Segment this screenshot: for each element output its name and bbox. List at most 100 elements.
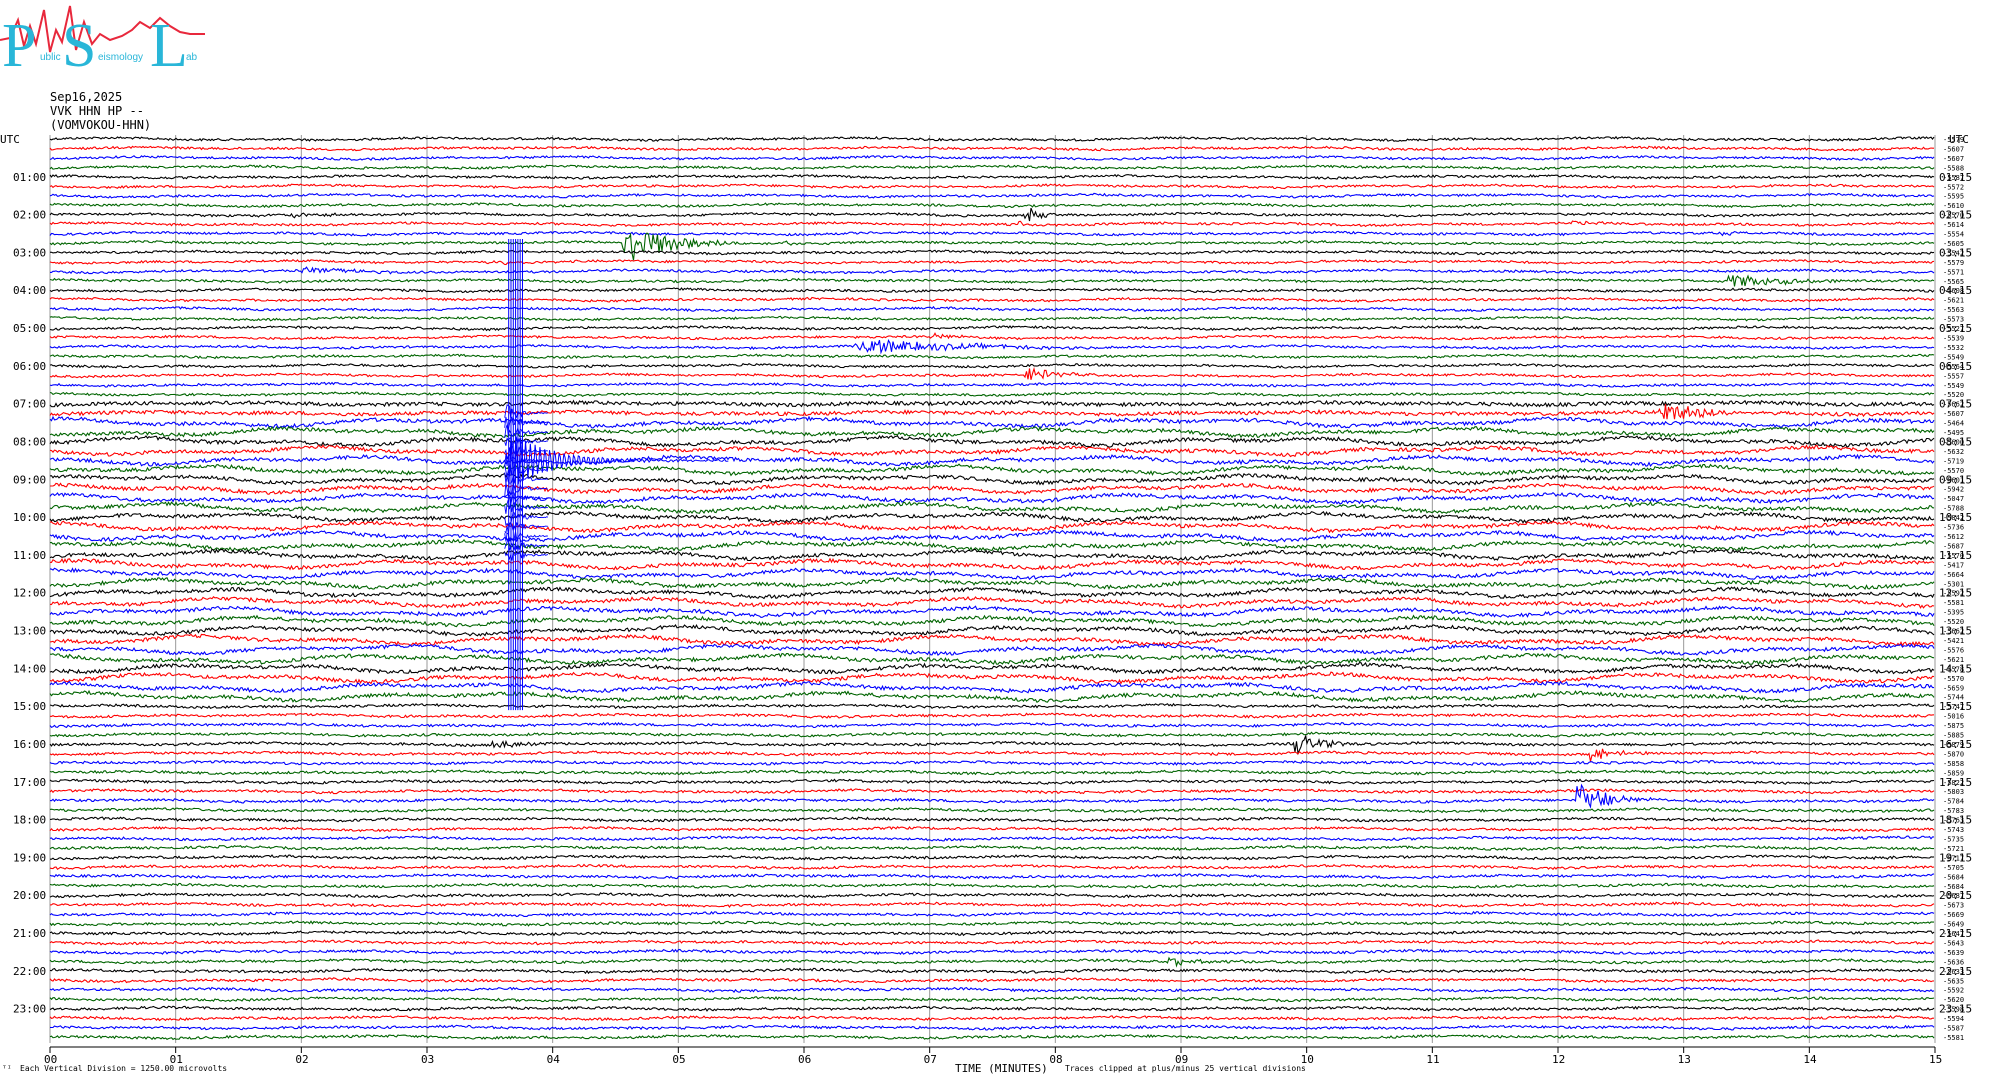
- trace-20: [49, 325, 1935, 332]
- trace-offset-8: -5570: [1943, 212, 1964, 220]
- large-event-burst-35: [504, 463, 548, 478]
- trace-offset-35: -5570: [1943, 467, 1964, 475]
- trace-offset-39: -5788: [1943, 505, 1964, 513]
- trace-offset-78: -5684: [1943, 873, 1964, 881]
- left-tick-06:00: 06:00: [13, 360, 46, 373]
- trace-offset-64: -5879: [1943, 741, 1964, 749]
- logo-text-ublic: ublic: [40, 52, 61, 63]
- trace-offset-11: -5605: [1943, 240, 1964, 248]
- trace-offset-92: -5598: [1943, 1006, 1964, 1014]
- left-tick-09:00: 09:00: [13, 473, 46, 486]
- left-tick-23:00: 23:00: [13, 1003, 46, 1016]
- trace-offset-29: -5607: [1943, 410, 1964, 418]
- trace-offset-93: -5594: [1943, 1015, 1964, 1023]
- right-tick-22:15: 22:15: [1939, 965, 1972, 978]
- left-tick-07:00: 07:00: [13, 398, 46, 411]
- trace-8: [49, 207, 1935, 222]
- trace-64: [49, 734, 1935, 756]
- trace-18: [49, 305, 1935, 313]
- trace-offset-37: -5942: [1943, 486, 1964, 494]
- left-tick-05:00: 05:00: [13, 322, 46, 335]
- trace-1: [49, 145, 1934, 152]
- trace-89: [49, 977, 1935, 984]
- trace-offset-76: -5717: [1943, 854, 1964, 862]
- trace-offset-82: -5669: [1943, 911, 1964, 919]
- trace-79: [49, 882, 1935, 889]
- trace-72: [49, 816, 1935, 823]
- trace-offset-57: -5570: [1943, 675, 1964, 683]
- right-tick-05:15: 05:15: [1939, 322, 1972, 335]
- logo-letter-l: L: [150, 12, 188, 72]
- corner-mark: ᵀᴵ: [2, 1064, 12, 1073]
- trace-offset-26: -5549: [1943, 382, 1964, 390]
- trace-6: [49, 192, 1935, 199]
- x-tick-08: 08: [1049, 1053, 1062, 1066]
- trace-94: [49, 1024, 1935, 1031]
- trace-54: [49, 643, 1935, 656]
- right-tick-14:15: 14:15: [1939, 662, 1972, 675]
- trace-offset-34: -5719: [1943, 457, 1964, 465]
- trace-offset-27: -5520: [1943, 391, 1964, 399]
- trace-19: [49, 315, 1935, 322]
- trace-offset-75: -5721: [1943, 845, 1964, 853]
- trace-58: [49, 680, 1934, 694]
- right-tick-10:15: 10:15: [1939, 511, 1972, 524]
- trace-74: [49, 835, 1934, 842]
- trace-offset-88: -5633: [1943, 968, 1964, 976]
- trace-offset-13: -5579: [1943, 259, 1964, 267]
- trace-offset-52: -5662: [1943, 628, 1964, 636]
- trace-71: [49, 807, 1935, 814]
- large-event-burst-38: [504, 492, 548, 505]
- trace-77: [49, 863, 1935, 871]
- x-tick-02: 02: [295, 1053, 308, 1066]
- trace-4: [49, 173, 1935, 180]
- trace-51: [49, 614, 1935, 628]
- logo-letter-p: P: [2, 12, 36, 72]
- trace-offset-20: -5527: [1943, 325, 1964, 333]
- trace-86: [49, 948, 1935, 956]
- trace-33: [49, 444, 1935, 458]
- large-event-burst-42: [504, 531, 548, 542]
- trace-34: [49, 453, 1935, 468]
- trace-76: [50, 854, 1935, 861]
- x-tick-12: 12: [1552, 1053, 1565, 1066]
- trace-3: [49, 164, 1935, 171]
- trace-68: [49, 778, 1935, 785]
- trace-offset-69: -5803: [1943, 788, 1964, 796]
- trace-41: [49, 520, 1935, 534]
- trace-offset-5: -5572: [1943, 183, 1964, 191]
- right-tick-02:15: 02:15: [1939, 209, 1972, 222]
- trace-offset-45: -5417: [1943, 561, 1964, 569]
- trace-5: [49, 183, 1935, 190]
- trace-offset-80: -5687: [1943, 892, 1964, 900]
- trace-offset-1: -5607: [1943, 145, 1964, 153]
- trace-59: [49, 689, 1935, 703]
- trace-44: [49, 548, 1935, 562]
- trace-80: [49, 892, 1935, 899]
- x-tick-01: 01: [170, 1053, 183, 1066]
- x-tick-05: 05: [672, 1053, 685, 1066]
- trace-14: [50, 266, 1935, 275]
- trace-83: [49, 920, 1934, 927]
- trace-offset-94: -5587: [1943, 1025, 1964, 1033]
- trace-91: [49, 996, 1935, 1003]
- trace-offset-73: -5743: [1943, 826, 1964, 834]
- trace-offset-81: -5673: [1943, 902, 1964, 910]
- trace-offset-43: -5687: [1943, 542, 1964, 550]
- trace-23: [49, 353, 1935, 360]
- trace-48: [49, 586, 1935, 600]
- left-tick-12:00: 12:00: [13, 587, 46, 600]
- left-tick-08:00: 08:00: [13, 435, 46, 448]
- large-event-burst-33: [504, 444, 549, 460]
- trace-27: [49, 391, 1935, 398]
- large-event-burst-43: [504, 538, 548, 551]
- large-event-burst-44: [504, 551, 549, 561]
- right-tick-21:15: 21:15: [1939, 927, 1972, 940]
- trace-7: [49, 202, 1935, 209]
- trace-67: [49, 769, 1935, 776]
- trace-offset-61: -5016: [1943, 713, 1964, 721]
- trace-offset-42: -5612: [1943, 533, 1964, 541]
- trace-75: [49, 844, 1934, 852]
- large-event-burst-37: [504, 481, 549, 497]
